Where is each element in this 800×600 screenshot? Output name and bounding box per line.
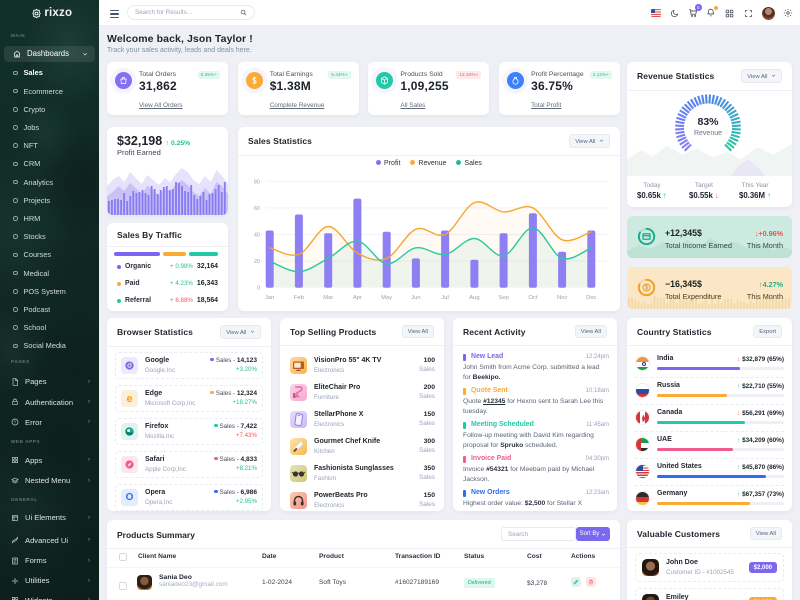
- svg-text:Jan: Jan: [265, 295, 274, 301]
- svg-text:Revenue: Revenue: [694, 130, 722, 137]
- svg-text:Sep: Sep: [498, 295, 508, 301]
- svg-text:Feb: Feb: [294, 295, 304, 301]
- svg-text:Mar: Mar: [323, 295, 333, 301]
- svg-text:Aug: Aug: [469, 295, 479, 301]
- svg-text:Jun: Jun: [411, 295, 420, 301]
- svg-text:83%: 83%: [697, 116, 719, 128]
- svg-text:Nov: Nov: [557, 295, 567, 301]
- svg-text:0: 0: [257, 286, 260, 292]
- svg-text:May: May: [381, 295, 392, 301]
- svg-text:20: 20: [254, 259, 260, 265]
- svg-text:$: $: [645, 285, 649, 291]
- svg-text:Jul: Jul: [441, 295, 448, 301]
- svg-text:Apr: Apr: [353, 295, 362, 301]
- svg-text:40: 40: [254, 233, 260, 239]
- svg-text:Oct: Oct: [528, 295, 537, 301]
- svg-text:80: 80: [254, 179, 260, 185]
- svg-text:60: 60: [254, 206, 260, 212]
- svg-text:Dec: Dec: [586, 295, 596, 301]
